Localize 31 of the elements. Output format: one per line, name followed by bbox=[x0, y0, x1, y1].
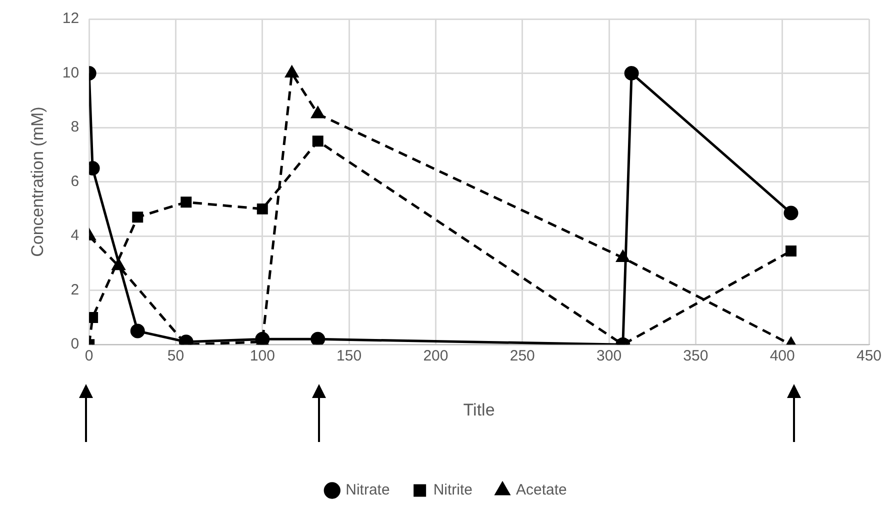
x-tick-label: 300 bbox=[596, 348, 622, 365]
y-tick-label: 8 bbox=[70, 118, 80, 136]
point bbox=[786, 246, 796, 256]
point bbox=[310, 332, 326, 345]
legend-label: Nitrite bbox=[433, 482, 472, 499]
y-tick-label: 10 bbox=[62, 64, 80, 82]
point bbox=[130, 324, 145, 338]
x-tick-label: 150 bbox=[336, 348, 362, 365]
y-tick-label: 4 bbox=[70, 227, 80, 244]
x-tick-label: 0 bbox=[84, 348, 94, 365]
x-tick-label: 250 bbox=[510, 348, 535, 365]
point bbox=[256, 203, 268, 214]
x-tick-label: 400 bbox=[770, 348, 795, 365]
y-axis-title: Concentration (mM) bbox=[28, 106, 47, 257]
x-tick-label: 450 bbox=[856, 348, 882, 365]
x-tick-label: 200 bbox=[423, 348, 448, 365]
point bbox=[312, 136, 324, 147]
y-tick-label: 0 bbox=[70, 336, 80, 353]
point bbox=[784, 206, 798, 220]
point bbox=[132, 212, 144, 223]
point bbox=[624, 66, 639, 81]
y-tick-label: 2 bbox=[70, 281, 80, 298]
y-tick-label: 12 bbox=[62, 10, 80, 28]
legend-label: Acetate bbox=[516, 482, 567, 499]
legend-label: Nitrate bbox=[346, 482, 390, 499]
x-tick-label: 100 bbox=[250, 348, 275, 365]
x-tick-label: 350 bbox=[683, 348, 708, 365]
point bbox=[180, 196, 192, 208]
x-tick-label: 50 bbox=[167, 348, 184, 365]
x-axis-title: Title bbox=[463, 400, 495, 420]
y-tick-label: 6 bbox=[70, 172, 80, 190]
